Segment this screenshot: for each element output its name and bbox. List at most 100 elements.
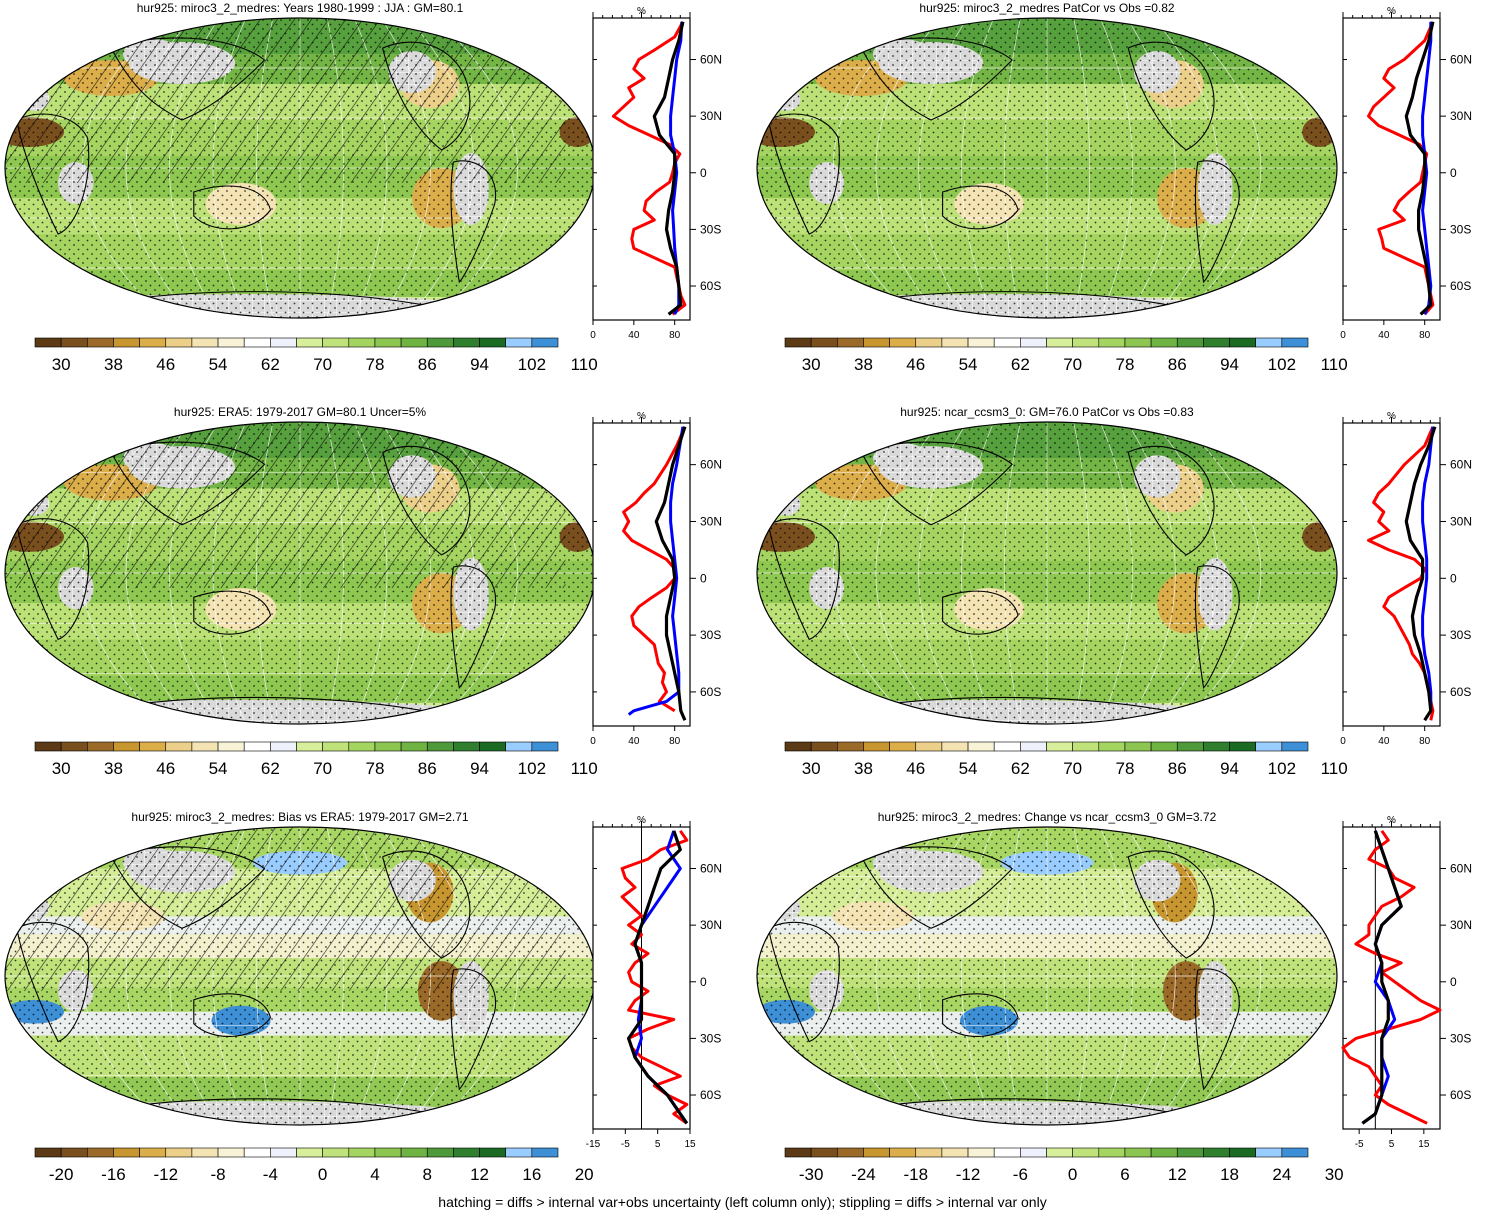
- map: [5, 18, 595, 318]
- profile-lat-label: 0: [1450, 571, 1457, 585]
- profile-lat-label: 60S: [700, 279, 721, 293]
- colorbar-swatch: [217, 337, 245, 348]
- colorbar-swatch: [34, 337, 62, 348]
- colorbar-swatch: [1020, 741, 1047, 752]
- colorbar-swatch: [60, 741, 88, 752]
- colorbar-swatch: [836, 337, 864, 348]
- colorbar-label: 38: [854, 355, 873, 374]
- colorbar-label: -12: [153, 1165, 178, 1184]
- profile-x-label: 5: [1389, 1139, 1395, 1150]
- colorbar-label: 0: [1068, 1165, 1077, 1184]
- profile-unit: %: [637, 6, 646, 17]
- colorbar-label: 54: [959, 759, 978, 778]
- colorbar-label: 38: [104, 759, 123, 778]
- colorbar-swatch: [87, 741, 114, 752]
- profile-x-label: 80: [1419, 330, 1431, 341]
- zonal-profile: % 60N 30N 0 30S 60S 0 40 80: [1340, 6, 1472, 341]
- colorbar-swatch: [531, 1147, 559, 1158]
- colorbar-swatch: [810, 1147, 838, 1158]
- profile-series-land: [620, 829, 689, 1125]
- colorbar-label: 102: [518, 355, 546, 374]
- colorbar-label: 70: [1063, 759, 1082, 778]
- profile-x-label: 5: [655, 1139, 661, 1150]
- colorbar-swatch: [863, 741, 890, 752]
- colorbar-swatch: [1281, 1147, 1309, 1158]
- colorbar-label: 102: [1268, 355, 1296, 374]
- colorbar-swatch: [889, 337, 917, 348]
- zonal-profile: % 60N 30N 0 30S 60S -5 5 15: [1341, 815, 1472, 1150]
- colorbar-swatch: [941, 1147, 969, 1158]
- profile-series-total: [1361, 830, 1403, 1125]
- profile-x-label: 40: [628, 330, 640, 341]
- profile-lat-label: 0: [700, 571, 707, 585]
- colorbar-swatch: [322, 1147, 350, 1158]
- profile-series-total: [654, 426, 687, 721]
- colorbar-label: 86: [1168, 355, 1187, 374]
- colorbar-label: 16: [522, 1165, 541, 1184]
- profile-lat-label: 30N: [700, 109, 722, 123]
- coastline: [860, 37, 1014, 121]
- colorbar-swatch: [967, 337, 995, 348]
- colorbar-swatch: [191, 337, 219, 348]
- colorbar-label: 12: [1168, 1165, 1187, 1184]
- colorbar-label: -24: [851, 1165, 876, 1184]
- colorbar-swatch: [1072, 741, 1100, 752]
- coastline: [942, 993, 1019, 1037]
- colorbar-swatch: [1046, 1147, 1073, 1158]
- coastline: [16, 921, 90, 1043]
- colorbar-swatch: [60, 337, 88, 348]
- profile-lat-label: 60N: [1450, 458, 1472, 472]
- colorbar-label: 78: [1115, 759, 1134, 778]
- coastline: [872, 696, 1175, 713]
- colorbar-swatch: [191, 741, 219, 752]
- colorbar-swatch: [374, 337, 402, 348]
- colorbar-swatch: [1150, 1147, 1178, 1158]
- map: [757, 827, 1337, 1125]
- profile-series-land: [622, 426, 687, 713]
- profile-lat-label: 30N: [1450, 514, 1472, 528]
- colorbar-swatch: [1046, 741, 1073, 752]
- colorbar-swatch: [1203, 1147, 1230, 1158]
- colorbar-swatch: [863, 337, 890, 348]
- profile-lat-label: 30N: [700, 918, 722, 932]
- colorbar-label: -18: [903, 1165, 928, 1184]
- colorbar-swatch: [941, 337, 969, 348]
- colorbar-swatch: [60, 1147, 88, 1158]
- colorbar-swatch: [322, 337, 350, 348]
- stippling-overlay: [757, 18, 1337, 318]
- coastline: [450, 968, 497, 1091]
- zonal-profile: % 60N 30N 0 30S 60S 0 40 80: [590, 411, 722, 747]
- profile-lat-label: 30S: [700, 1031, 721, 1045]
- map-outline: [756, 421, 1338, 725]
- map: [757, 422, 1337, 724]
- colorbar-label: 30: [1325, 1165, 1344, 1184]
- colorbar-swatch: [191, 1147, 219, 1158]
- colorbar-swatch: [784, 1147, 812, 1158]
- colorbar-swatch: [113, 1147, 140, 1158]
- profile-series-ocean: [1421, 426, 1435, 711]
- colorbar-swatch: [348, 741, 376, 752]
- colorbar-swatch: [1072, 337, 1100, 348]
- colorbar-swatch: [967, 741, 995, 752]
- profile-x-label: 40: [1378, 330, 1390, 341]
- colorbar-swatch: [863, 1147, 890, 1158]
- coastline: [1194, 565, 1240, 689]
- land-mask: [1232, 437, 1268, 462]
- profile-lat-label: 0: [700, 975, 707, 989]
- coastline: [860, 846, 1014, 929]
- colorbar-label: 30: [52, 355, 71, 374]
- colorbar-swatch: [1098, 741, 1126, 752]
- coastline: [382, 445, 471, 556]
- colorbar-swatch: [165, 741, 193, 752]
- zonal-profile: % 60N 30N 0 30S 60S -15 -5 5 15: [586, 815, 722, 1150]
- coastline: [872, 291, 1175, 307]
- profile-lat-label: 60S: [700, 1088, 721, 1102]
- profile-x-label: 15: [1418, 1139, 1430, 1150]
- profile-lat-label: 60N: [700, 53, 722, 67]
- coastline: [16, 518, 90, 641]
- colorbar-label: 24: [1272, 1165, 1291, 1184]
- panel-title: hur925: ncar_ccsm3_0: GM=76.0 PatCor vs …: [900, 405, 1194, 419]
- coastline: [942, 185, 1019, 230]
- panel-5: hur925: miroc3_2_medres: Bias vs ERA5: 1…: [4, 810, 722, 1184]
- colorbar-swatch: [993, 1147, 1021, 1158]
